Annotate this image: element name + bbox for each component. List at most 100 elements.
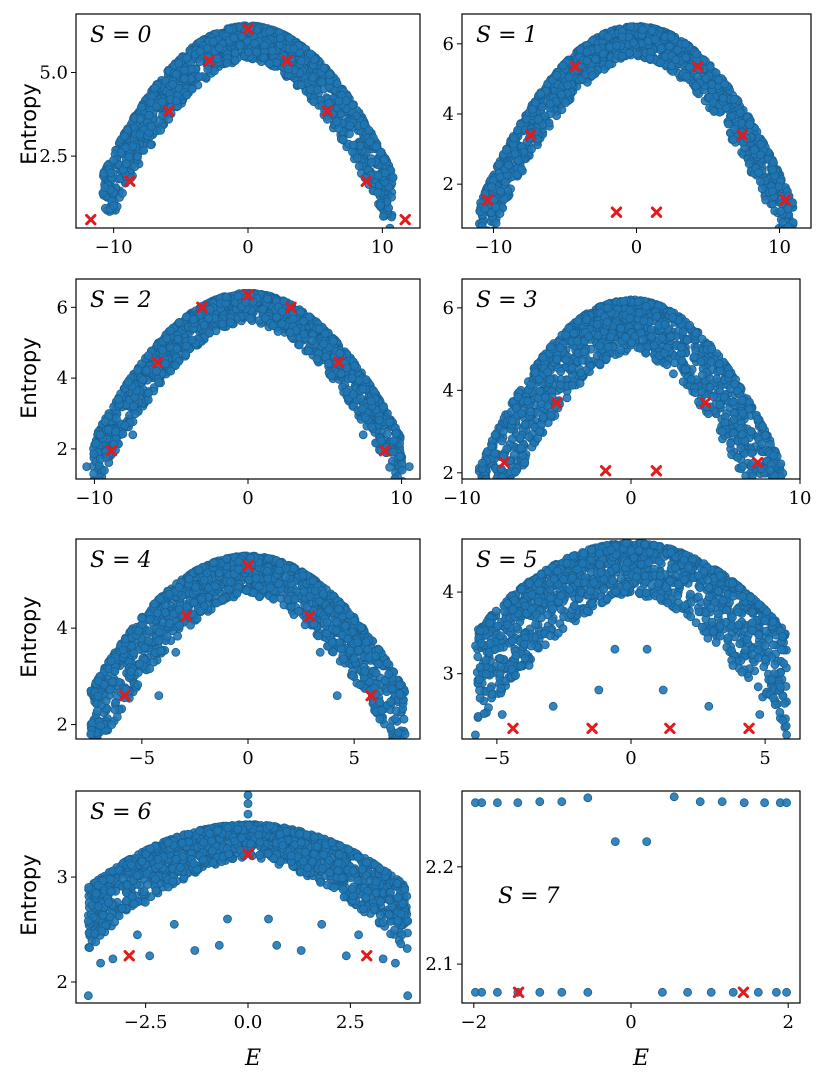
scatter-points [475,21,798,237]
data-point [496,186,506,196]
special-marker-x [85,213,97,226]
data-point [563,80,572,90]
data-point [139,145,149,155]
data-point [146,140,156,150]
data-point [558,61,568,70]
data-point [685,62,694,72]
data-point [773,493,781,501]
data-point [187,335,197,345]
data-point [476,229,484,237]
x-tick-label: 0 [242,488,253,509]
data-point [488,481,496,489]
data-point [118,429,128,439]
data-point [789,227,793,228]
special-marker-x [242,23,254,35]
special-marker-x [610,206,623,218]
data-point [350,361,359,371]
data-point [774,491,782,499]
data-point [481,532,489,540]
data-point [772,523,780,531]
data-point [480,204,490,214]
data-point [745,120,755,129]
data-point [494,159,504,169]
data-point [143,351,153,361]
data-point [485,525,493,533]
data-point [130,162,140,172]
special-marker-x [242,289,254,301]
special-marker-x [692,60,704,73]
data-point [493,519,501,527]
special-marker-x [482,194,494,206]
data-point [769,157,778,167]
data-point [657,43,666,53]
data-point [489,496,497,504]
data-point [373,188,383,198]
data-point [497,436,507,446]
data-point [714,75,724,85]
data-point [625,48,635,58]
data-point [233,291,243,301]
x-tick-label: 0 [242,237,253,258]
data-point [158,345,168,355]
data-point [665,42,674,51]
data-point [133,365,143,375]
data-point [166,366,176,376]
data-point [95,454,105,464]
data-point [187,84,197,94]
data-point [364,125,374,135]
ylabel-row-2: Entropy [17,337,41,419]
data-point [332,79,342,88]
data-point [709,107,719,116]
data-point [314,324,324,334]
special-markers [482,60,791,218]
data-point [647,26,657,36]
data-point [756,139,766,149]
data-point [218,319,227,329]
data-point [96,476,105,479]
data-point [325,70,335,80]
data-point [173,334,183,344]
data-point [395,478,398,479]
data-point [245,313,255,323]
data-point [768,165,777,175]
data-point [285,33,294,43]
data-point [730,124,739,134]
data-point [495,496,503,504]
data-point [119,131,129,141]
data-point [106,168,116,178]
data-point [203,64,213,74]
special-marker-x [736,129,749,141]
data-point [479,478,484,479]
data-point [490,483,498,491]
data-point [750,145,759,155]
y-tick-label: 4 [57,368,68,389]
data-point [480,507,488,515]
data-point [629,38,638,48]
data-point [138,375,148,385]
x-tick-label: 10 [390,488,413,509]
data-point [510,149,520,159]
data-point [769,486,777,494]
data-point [768,511,776,519]
data-point [264,59,274,69]
data-point [365,137,375,147]
special-marker-x [203,55,215,67]
data-point [289,44,299,54]
data-point [230,56,240,65]
ylabel-row-4: Entropy [17,854,41,936]
data-point [144,110,154,120]
data-point [754,168,763,178]
data-point [135,114,145,124]
data-point [195,46,205,56]
data-point [718,93,728,103]
data-point [296,307,305,317]
data-point [379,402,388,412]
data-point [324,98,334,108]
data-point [294,340,304,350]
data-point [482,524,490,532]
data-point [199,320,209,330]
xlabel-right: E [632,1046,649,1071]
data-point [476,513,484,521]
